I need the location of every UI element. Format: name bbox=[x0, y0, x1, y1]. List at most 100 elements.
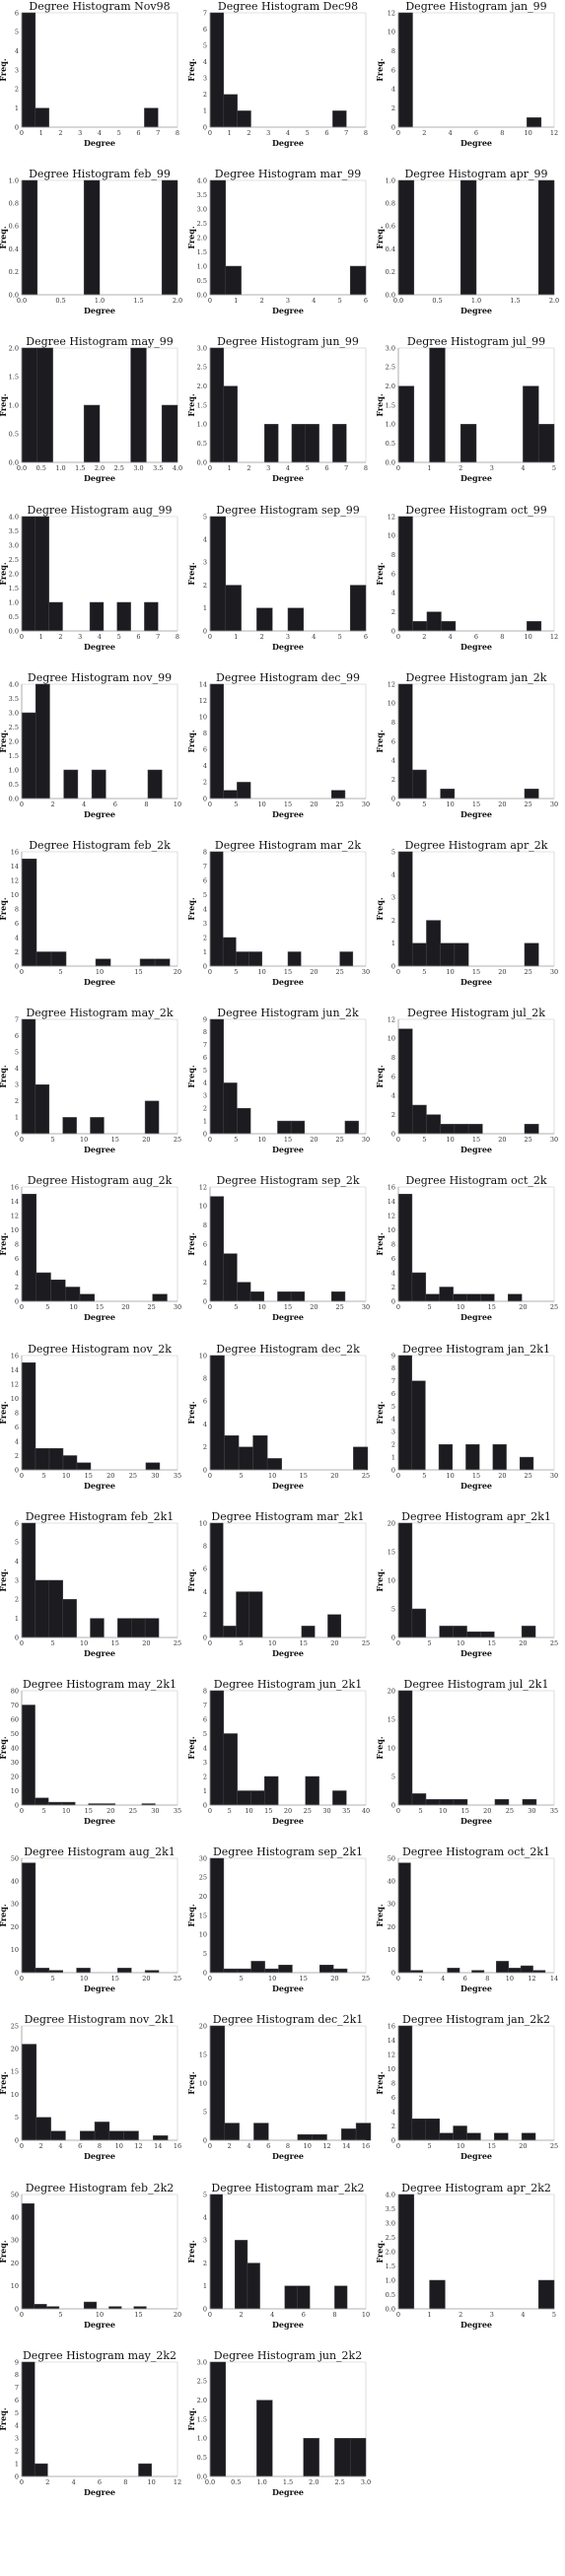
histogram-panel: Degree Histogram jul_2k1 0 5 10 15 20 25 30 35 0 5… bbox=[375, 1678, 565, 1845]
x-tick-label: 20 bbox=[284, 1807, 292, 1815]
histogram-bar bbox=[64, 1287, 81, 1302]
histogram-bar bbox=[252, 1434, 268, 1470]
y-tick-label: 2 bbox=[203, 1105, 207, 1113]
x-tick-label: 30 bbox=[362, 1136, 370, 1144]
histogram-bar bbox=[332, 110, 347, 128]
x-tick-label: 30 bbox=[528, 1807, 535, 1815]
x-tick-label: 0 bbox=[396, 129, 400, 137]
x-tick-label: 15 bbox=[134, 2311, 142, 2319]
histogram-bar bbox=[50, 2130, 66, 2141]
histogram-bar bbox=[397, 2026, 413, 2141]
histogram-bar bbox=[429, 2279, 446, 2309]
y-axis-label: Freq. bbox=[186, 2240, 196, 2263]
x-tick-label: 25 bbox=[304, 1807, 312, 1815]
x-tick-label: 5 bbox=[228, 1807, 232, 1815]
y-tick-label: 20 bbox=[11, 2046, 19, 2054]
x-tick-label: 0 bbox=[20, 1303, 24, 1311]
y-tick-label: 4 bbox=[203, 1079, 207, 1087]
y-tick-label: 6 bbox=[203, 26, 207, 34]
x-tick-label: 5 bbox=[422, 1472, 426, 1480]
x-axis-label: Degree bbox=[460, 306, 492, 315]
x-tick-label: 30 bbox=[362, 1303, 370, 1311]
histogram-panel: Degree Histogram dec_2k1 0 2 4 6 8 10 12 14 16 0 5 1… bbox=[186, 2013, 377, 2181]
histogram-bar bbox=[94, 2122, 110, 2141]
y-tick-label: 1.0 bbox=[197, 2434, 207, 2442]
y-tick-label: 5 bbox=[203, 2109, 207, 2117]
y-tick-label: 0.5 bbox=[9, 781, 19, 789]
y-tick-label: 0 bbox=[15, 1466, 19, 1474]
y-tick-label: 14 bbox=[388, 1198, 395, 1206]
x-tick-label: 2 bbox=[58, 129, 62, 137]
histogram-panel: Degree Histogram feb_2k 0 5 10 15 20 0 2 4 6 8 10 12… bbox=[0, 839, 188, 1007]
y-axis-label: Freq. bbox=[186, 1904, 196, 1926]
x-tick-label: 7 bbox=[344, 129, 348, 137]
x-tick-label: 1 bbox=[228, 464, 232, 472]
y-tick-label: 4 bbox=[203, 762, 207, 770]
y-tick-label: 1 bbox=[15, 2460, 19, 2468]
histogram-bar bbox=[426, 611, 442, 631]
x-axis-label: Degree bbox=[272, 2320, 304, 2330]
y-axis-label: Freq. bbox=[375, 897, 385, 920]
histogram-bar bbox=[209, 1690, 225, 1806]
y-axis-label: Freq. bbox=[186, 1065, 196, 1087]
x-tick-label: 4 bbox=[312, 297, 316, 305]
y-tick-label: 2 bbox=[391, 917, 395, 925]
x-axis-label: Degree bbox=[84, 138, 115, 148]
histogram-bar bbox=[249, 1291, 265, 1302]
x-tick-label: 5 bbox=[306, 464, 310, 472]
histogram-bar bbox=[224, 1434, 240, 1470]
x-axis-label: Degree bbox=[84, 1145, 115, 1154]
histogram-bar bbox=[225, 265, 242, 296]
x-tick-label: 8 bbox=[332, 2311, 336, 2319]
x-tick-label: 10 bbox=[506, 1975, 514, 1983]
histogram-panel: Degree Histogram feb_2k1 0 5 10 15 20 25 0 1 2 3 4 5… bbox=[0, 1510, 188, 1678]
x-tick-label: 0 bbox=[20, 1807, 24, 1815]
histogram-bar bbox=[303, 2437, 319, 2477]
histogram-bar bbox=[76, 1462, 92, 1470]
histogram-bar bbox=[247, 2262, 260, 2309]
histogram-bar bbox=[79, 1293, 95, 1302]
histogram-bar bbox=[305, 424, 319, 463]
y-tick-label: 2.5 bbox=[386, 2233, 395, 2241]
x-tick-label: 0 bbox=[20, 633, 24, 641]
x-tick-label: 10 bbox=[80, 1136, 88, 1144]
y-tick-label: 4 bbox=[203, 1260, 207, 1268]
x-tick-label: 1.0 bbox=[256, 2478, 266, 2486]
y-tick-label: 16 bbox=[11, 848, 19, 856]
histogram-panel: Degree Histogram mar_2k 0 5 10 15 20 25 30 0 1 2 3 4… bbox=[186, 839, 377, 1007]
y-tick-label: 0.5 bbox=[197, 277, 207, 285]
y-tick-label: 4.0 bbox=[9, 513, 19, 521]
x-axis-label: Degree bbox=[272, 2487, 304, 2497]
x-axis-label: Degree bbox=[84, 977, 115, 987]
y-tick-label: 3 bbox=[203, 2236, 207, 2244]
histogram-bar bbox=[35, 516, 49, 631]
x-axis-label: Degree bbox=[460, 1312, 492, 1322]
histogram-chart: Degree Histogram dec_99 0 5 10 15 20 25 30 0 2 4 6 8… bbox=[186, 671, 370, 819]
histogram-bar bbox=[466, 1293, 481, 1302]
x-tick-label: 0 bbox=[20, 801, 24, 808]
histogram-chart: Degree Histogram feb_2k1 0 5 10 15 20 25 0 1 2 3 4 5… bbox=[0, 1510, 181, 1658]
x-tick-label: 25 bbox=[362, 1639, 370, 1647]
x-tick-label: 10 bbox=[62, 1807, 70, 1815]
x-tick-label: 12 bbox=[174, 2478, 181, 2486]
y-tick-label: 3.0 bbox=[197, 345, 207, 353]
x-tick-label: 15 bbox=[461, 1807, 469, 1815]
histogram-chart: Degree Histogram jun_2k2 0.0 0.5 1.0 1.5 2.0 2… bbox=[186, 2349, 371, 2497]
y-tick-label: 12 bbox=[388, 1015, 395, 1023]
histogram-chart: Degree Histogram aug_2k 0 5 10 15 20 25 30 0 2 4 6 8… bbox=[0, 1174, 181, 1322]
y-tick-label: 6 bbox=[15, 920, 19, 928]
x-tick-label: 0 bbox=[208, 968, 212, 976]
histogram-panel: Degree Histogram oct_2k1 0 2 4 6 8 10 12 14 0 10 20… bbox=[375, 1845, 565, 2013]
histogram-bar bbox=[21, 1194, 36, 1302]
histogram-bar bbox=[108, 2130, 124, 2141]
chart-title: Degree Histogram feb_2k1 bbox=[26, 1510, 175, 1523]
y-tick-label: 1.5 bbox=[386, 402, 395, 410]
chart-title: Degree Histogram dec_2k1 bbox=[213, 2013, 364, 2026]
y-tick-label: 2.5 bbox=[197, 2377, 207, 2385]
histogram-bar bbox=[35, 1084, 50, 1135]
y-tick-label: 2 bbox=[391, 2123, 395, 2130]
chart-title: Degree Histogram feb_99 bbox=[29, 168, 171, 180]
y-axis-label: Freq. bbox=[0, 2240, 8, 2263]
chart-title: Degree Histogram may_2k2 bbox=[23, 2349, 177, 2362]
x-tick-label: 5 bbox=[338, 297, 342, 305]
